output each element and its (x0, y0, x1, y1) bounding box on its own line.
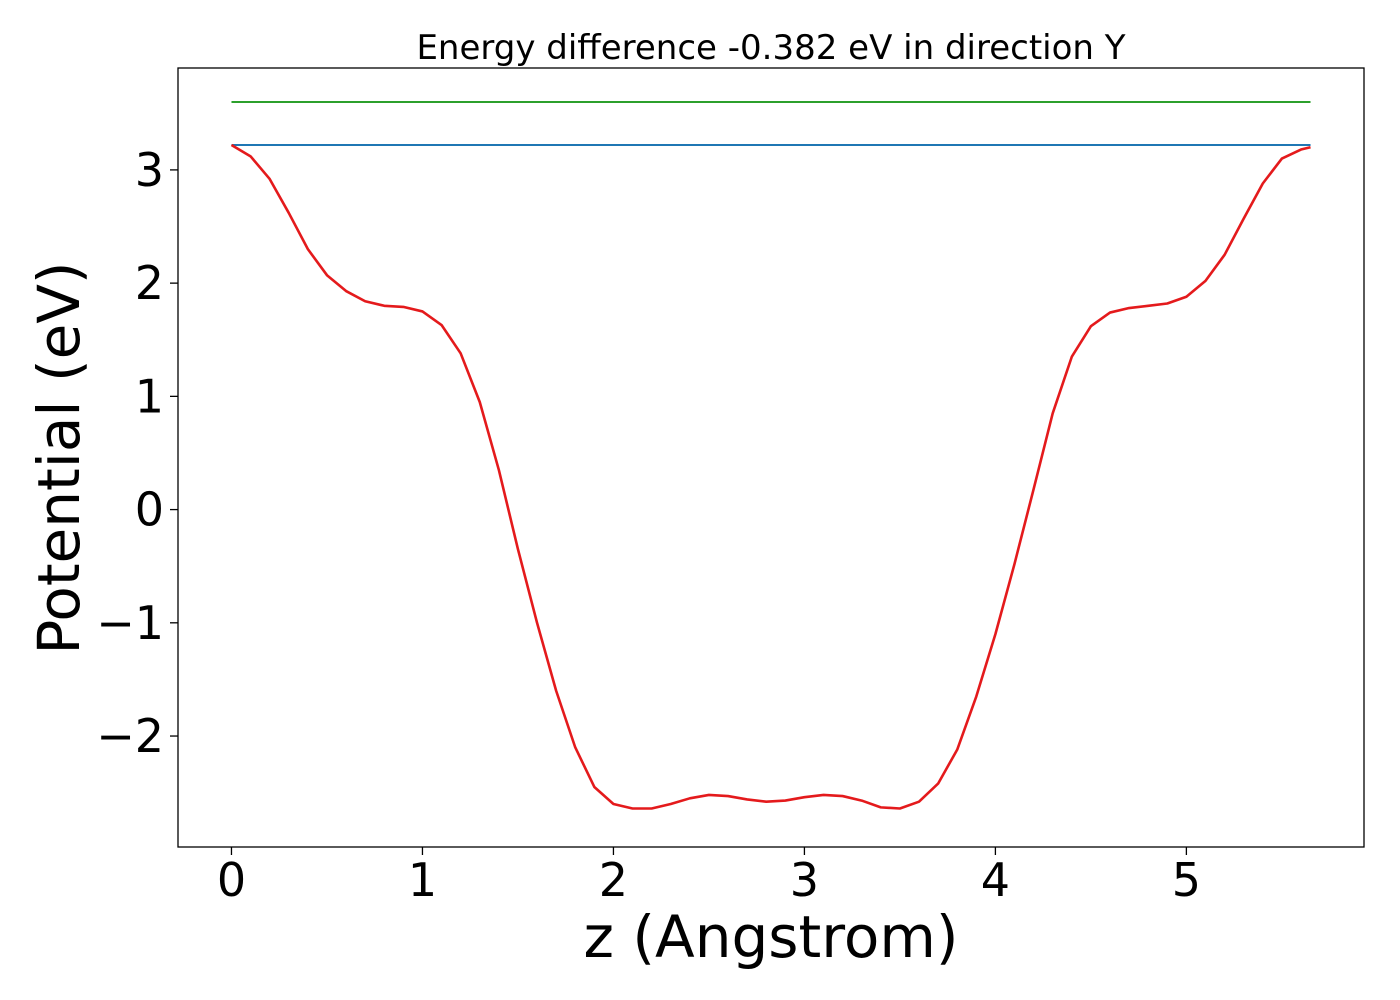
x-tick-label: 2 (599, 853, 628, 907)
y-tick-label: 1 (135, 369, 164, 423)
tick-layer: 0 1 2 3 4 5 −2 −1 0 1 2 3 (96, 143, 1201, 907)
x-tick-label: 1 (408, 853, 437, 907)
x-tick-label: 4 (981, 853, 1010, 907)
y-tick-label: 2 (135, 256, 164, 310)
chart-title: Energy difference -0.382 eV in direction… (416, 28, 1125, 68)
x-tick-label: 3 (790, 853, 819, 907)
x-tick-label: 0 (217, 853, 246, 907)
y-tick-label: −1 (96, 596, 164, 650)
y-tick-label: 3 (135, 143, 164, 197)
plot-frame (177, 67, 1365, 848)
y-tick-label: 0 (135, 483, 164, 537)
x-tick-label: 5 (1172, 853, 1201, 907)
y-tick-label: −2 (96, 709, 164, 763)
series-line-2 (230, 143, 1311, 810)
y-axis-label: Potential (eV) (25, 261, 93, 654)
x-axis-label: z (Angstrom) (584, 903, 959, 971)
series-layer (230, 100, 1311, 810)
